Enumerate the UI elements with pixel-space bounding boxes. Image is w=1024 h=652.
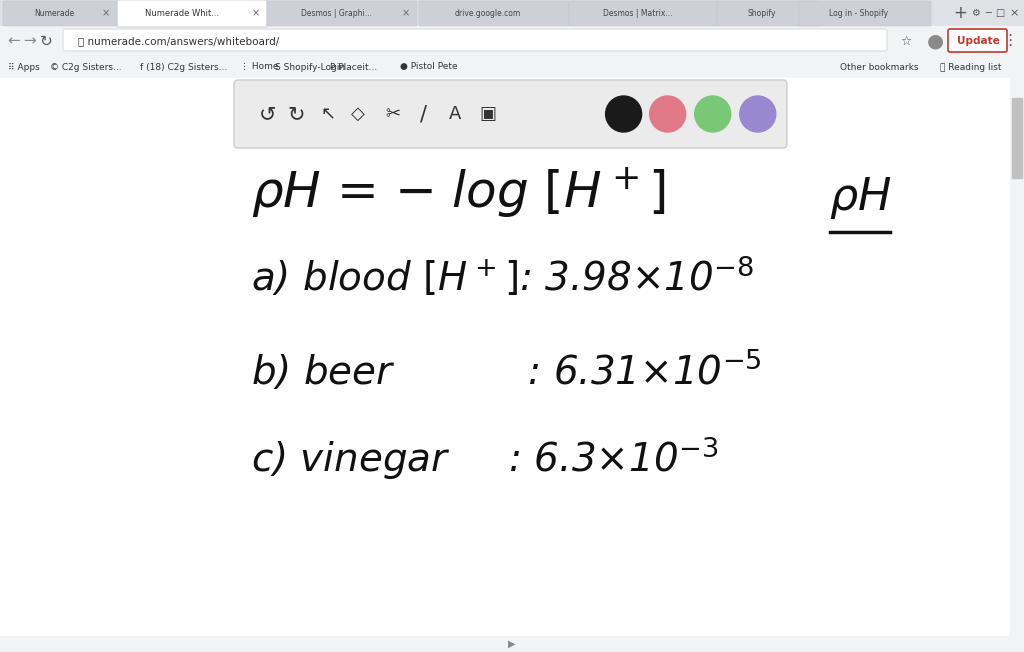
- Circle shape: [605, 96, 642, 132]
- Text: ●: ●: [927, 31, 943, 50]
- Text: © C2g Sisters...: © C2g Sisters...: [50, 63, 122, 72]
- Circle shape: [739, 96, 776, 132]
- Text: P Placeit...: P Placeit...: [330, 63, 377, 72]
- Text: 🔒 numerade.com/answers/whiteboard/: 🔒 numerade.com/answers/whiteboard/: [78, 36, 280, 46]
- Text: ● Pistol Pete: ● Pistol Pete: [400, 63, 458, 72]
- Text: Desmos | Matrix...: Desmos | Matrix...: [603, 8, 673, 18]
- Circle shape: [694, 96, 731, 132]
- Bar: [0, 26, 1024, 56]
- FancyBboxPatch shape: [569, 1, 719, 26]
- Text: 📋 Reading list: 📋 Reading list: [940, 63, 1001, 72]
- Text: ◇: ◇: [351, 105, 365, 123]
- Bar: [0, 78, 1010, 652]
- FancyBboxPatch shape: [3, 1, 117, 26]
- Text: ─: ─: [985, 8, 991, 18]
- FancyBboxPatch shape: [117, 0, 267, 27]
- Text: $\rho H$: $\rho H$: [828, 175, 892, 221]
- Text: ×: ×: [252, 8, 260, 18]
- Text: ←: ←: [7, 33, 20, 48]
- Text: c) vinegar     : 6.3$\times$10$^{-3}$: c) vinegar : 6.3$\times$10$^{-3}$: [251, 434, 718, 482]
- Text: Numerade: Numerade: [34, 8, 74, 18]
- Text: ×: ×: [102, 8, 110, 18]
- Bar: [0, 0, 1024, 26]
- Text: +: +: [953, 4, 967, 22]
- Text: □: □: [995, 8, 1005, 18]
- Text: Log in - Shopify: Log in - Shopify: [829, 8, 889, 18]
- Circle shape: [649, 96, 686, 132]
- FancyBboxPatch shape: [799, 1, 931, 26]
- Text: ×: ×: [1010, 8, 1019, 18]
- Text: ☆: ☆: [900, 35, 911, 48]
- Text: ✂: ✂: [385, 105, 400, 123]
- Bar: [0, 636, 1024, 652]
- Text: ▶: ▶: [508, 639, 516, 649]
- Text: ↺: ↺: [259, 104, 276, 124]
- Text: ⠿ Apps: ⠿ Apps: [8, 63, 40, 72]
- Text: Desmos | Graphi...: Desmos | Graphi...: [301, 8, 372, 18]
- FancyBboxPatch shape: [267, 1, 417, 26]
- Text: A: A: [449, 105, 461, 123]
- Bar: [1010, 78, 1024, 652]
- Text: ×: ×: [402, 8, 410, 18]
- Text: →: →: [24, 33, 37, 48]
- FancyBboxPatch shape: [234, 80, 787, 148]
- Text: ▣: ▣: [479, 105, 497, 123]
- Text: $\rho H$ = $-$ log $[H^+]$: $\rho H$ = $-$ log $[H^+]$: [251, 166, 666, 220]
- FancyBboxPatch shape: [948, 29, 1007, 52]
- FancyBboxPatch shape: [419, 1, 569, 26]
- Text: drive.google.com: drive.google.com: [455, 8, 521, 18]
- Text: Other bookmarks: Other bookmarks: [840, 63, 919, 72]
- Text: Update: Update: [956, 36, 999, 46]
- Text: b) beer           : 6.31$\times$10$^{-5}$: b) beer : 6.31$\times$10$^{-5}$: [251, 348, 762, 392]
- Text: Numerade Whit...: Numerade Whit...: [145, 8, 219, 18]
- Text: S Shopify-Login: S Shopify-Login: [275, 63, 345, 72]
- Text: ↖: ↖: [321, 105, 336, 123]
- Text: ⚙: ⚙: [971, 8, 979, 18]
- Text: /: /: [421, 104, 427, 124]
- Bar: [0, 56, 1024, 78]
- Text: ↻: ↻: [40, 33, 52, 48]
- FancyBboxPatch shape: [717, 1, 819, 26]
- Text: Shopify: Shopify: [748, 8, 776, 18]
- Text: a) blood $[H^+]$: 3.98$\times$10$^{-8}$: a) blood $[H^+]$: 3.98$\times$10$^{-8}$: [251, 255, 754, 299]
- Text: f (18) C2g Sisters...: f (18) C2g Sisters...: [140, 63, 227, 72]
- FancyBboxPatch shape: [63, 29, 887, 51]
- Text: ⋮: ⋮: [1002, 33, 1018, 48]
- Text: ↻: ↻: [288, 104, 305, 124]
- Bar: [1012, 98, 1022, 178]
- Text: ⋮ Home: ⋮ Home: [240, 63, 279, 72]
